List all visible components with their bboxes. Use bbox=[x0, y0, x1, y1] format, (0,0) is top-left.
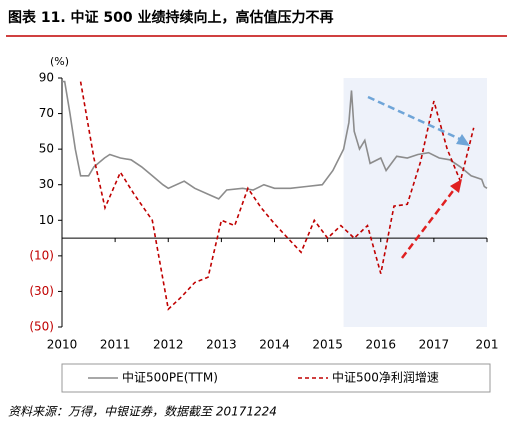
x-tick-label: 2017 bbox=[419, 338, 450, 352]
y-tick-label: 90 bbox=[39, 71, 54, 85]
y-tick-label: 50 bbox=[39, 142, 54, 156]
trend-arrow bbox=[401, 186, 457, 259]
x-tick-label: 2011 bbox=[100, 338, 131, 352]
y-tick-label: (10) bbox=[29, 248, 54, 262]
highlight-region bbox=[343, 78, 487, 327]
x-tick-label: 2013 bbox=[206, 338, 237, 352]
y-tick-label: (50) bbox=[29, 320, 54, 334]
y-tick-label: (30) bbox=[29, 284, 54, 298]
legend-label: 中证500PE(TTM) bbox=[122, 370, 218, 385]
x-tick-label: 2010 bbox=[47, 338, 78, 352]
arrow-head bbox=[450, 179, 462, 193]
arrow-head bbox=[456, 134, 470, 146]
y-unit: (%) bbox=[50, 55, 69, 68]
x-tick-label: 2015 bbox=[312, 338, 343, 352]
series-line bbox=[62, 80, 488, 200]
y-tick-label: 30 bbox=[39, 177, 54, 191]
chart-title: 图表 11. 中证 500 业绩持续向上，高估值压力不再 bbox=[8, 9, 334, 26]
x-tick-label: 2016 bbox=[365, 338, 396, 352]
legend-box bbox=[61, 363, 491, 393]
y-tick-label: 10 bbox=[39, 213, 54, 227]
series-line bbox=[79, 81, 475, 311]
x-tick-label: 201 bbox=[476, 338, 499, 352]
trend-arrow bbox=[367, 95, 463, 142]
y-tick-label: 70 bbox=[39, 106, 54, 120]
source-note: 资料来源：万得，中银证券，数据截至 20171224 bbox=[8, 405, 277, 419]
x-tick-label: 2014 bbox=[259, 338, 290, 352]
x-tick-label: 2012 bbox=[153, 338, 184, 352]
legend-label: 中证500净利润增速 bbox=[332, 370, 439, 385]
